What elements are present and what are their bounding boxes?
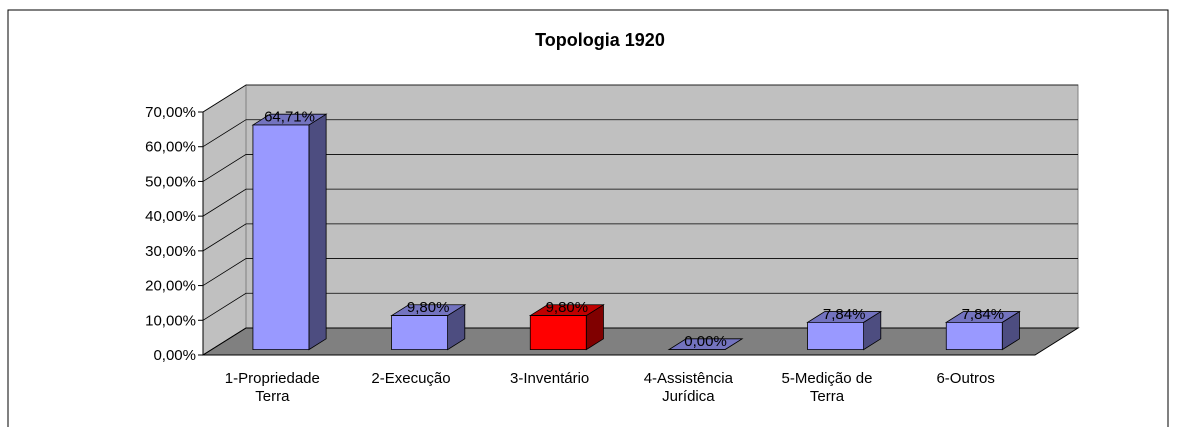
y-tick-label: 70,00% <box>145 104 196 121</box>
grid-line <box>202 292 1078 321</box>
bar-front <box>252 124 310 351</box>
y-tick-label: 50,00% <box>145 173 196 190</box>
value-label: 0,00% <box>684 333 727 350</box>
y-tick-label: 20,00% <box>145 278 196 295</box>
side-wall <box>202 84 247 356</box>
y-tick-label: 0,00% <box>153 347 196 364</box>
x-tick-label: 4-Assistência Jurídica <box>643 370 733 405</box>
chart-border <box>7 9 1169 427</box>
y-tick-label: 60,00% <box>145 139 196 156</box>
grid-line <box>202 223 1078 252</box>
x-tick-label: 1-Propriedade Terra <box>224 370 320 405</box>
grid-line <box>202 188 1078 217</box>
bar-front <box>391 315 449 351</box>
value-label: 7,84% <box>962 306 1005 323</box>
bar <box>390 304 467 351</box>
y-tick-label: 10,00% <box>145 312 196 329</box>
x-tick-label: 2-Execução <box>371 370 451 387</box>
bar <box>528 304 605 351</box>
x-tick-label: 5-Medição de Terra <box>781 370 873 405</box>
bar <box>251 113 328 351</box>
bar-side <box>308 113 327 351</box>
back-wall <box>245 84 1079 329</box>
value-label: 7,84% <box>823 306 866 323</box>
grid-line <box>202 258 1078 286</box>
value-label: 64,71% <box>264 109 315 126</box>
bar <box>806 310 883 351</box>
y-tick-label: 40,00% <box>145 208 196 225</box>
value-label: 9,80% <box>546 299 589 316</box>
chart-title: Topologia 1920 <box>535 30 665 50</box>
bar-front <box>945 321 1003 351</box>
grid-line <box>202 154 1078 182</box>
bar <box>667 338 744 351</box>
x-tick-label: 6-Outros <box>936 370 995 387</box>
grid-line <box>202 327 1078 356</box>
bar-front <box>529 315 587 351</box>
bar <box>944 310 1021 351</box>
grid-line <box>202 84 1078 113</box>
bar-front <box>807 321 864 351</box>
y-tick-label: 30,00% <box>145 243 196 260</box>
x-tick-label: 3-Inventário <box>510 370 590 387</box>
grid-line <box>202 119 1078 148</box>
value-label: 9,80% <box>407 299 450 316</box>
